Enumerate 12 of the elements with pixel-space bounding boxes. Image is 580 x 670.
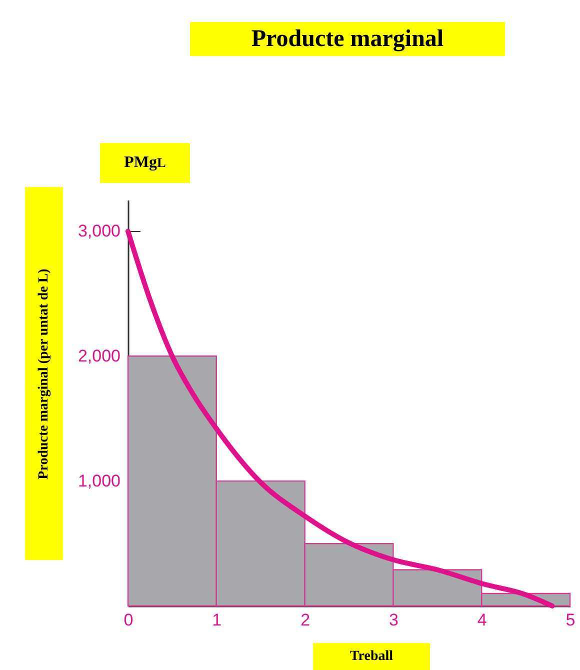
x-axis-title: Treball (313, 643, 430, 670)
y-axis-title: Producte marginal (per untat de L) (36, 268, 52, 479)
x-tick-label: 0 (124, 610, 134, 630)
x-tick-label: 2 (300, 610, 310, 630)
x-tick-label: 5 (566, 610, 576, 630)
x-tick-label: 1 (212, 610, 222, 630)
chart-title: Producte marginal (190, 22, 505, 56)
x-tick-label: 3 (388, 610, 398, 630)
y-tick-label: 2,000 (78, 346, 120, 366)
y-tick-label: 3,000 (78, 222, 120, 241)
y-tick-label: 1,000 (78, 472, 120, 491)
x-tick-label: 4 (477, 610, 487, 630)
